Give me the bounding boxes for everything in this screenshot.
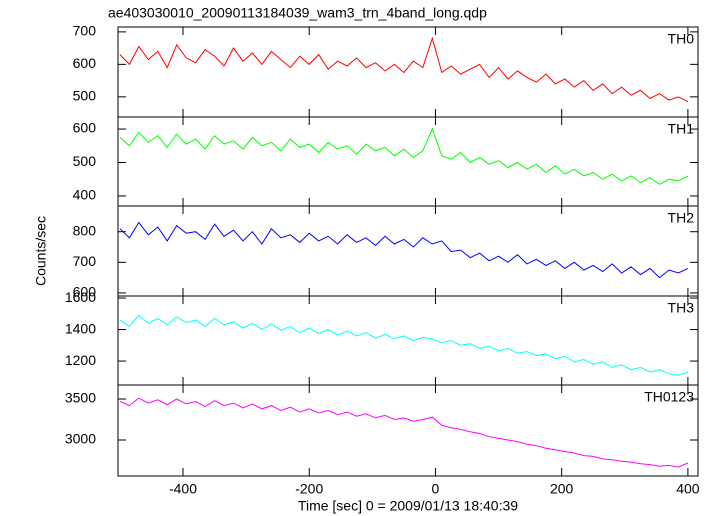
y-axis-label: Counts/sec: [33, 216, 49, 286]
y-tick-label: 800: [73, 222, 97, 238]
y-tick-label: 700: [73, 23, 97, 39]
y-tick-label: 600: [73, 55, 97, 71]
x-tick-label: -400: [169, 481, 197, 497]
y-tick-label: 3500: [65, 390, 96, 406]
light-curve: [119, 221, 689, 279]
light-curve: [119, 397, 689, 468]
panel-frame: [117, 26, 699, 118]
panel-frame: [117, 116, 699, 207]
panel-frame: [117, 384, 699, 477]
x-tick-label: -200: [295, 481, 323, 497]
y-tick-label: 600: [73, 284, 97, 300]
y-tick-label: 1200: [65, 352, 96, 368]
light-curve: [119, 36, 689, 103]
x-tick-label: 0: [432, 481, 440, 497]
y-tick-label: 600: [73, 120, 97, 136]
y-tick-label: 1600: [65, 289, 96, 305]
panel-frame: [117, 205, 699, 297]
panel-label: TH0: [668, 31, 695, 47]
y-tick-label: 500: [73, 88, 97, 104]
chart-title: ae403030010_20090113184039_wam3_trn_4ban…: [108, 5, 487, 21]
x-tick-label: 200: [550, 481, 574, 497]
light-curve: [119, 127, 689, 185]
panel-frame: [117, 295, 699, 386]
panel-label: TH2: [668, 210, 695, 226]
panel-label: TH0123: [644, 389, 694, 405]
light-curve: [119, 314, 689, 376]
y-tick-label: 3000: [65, 431, 96, 447]
y-tick-label: 1400: [65, 320, 96, 336]
y-tick-label: 500: [73, 153, 97, 169]
y-tick-label: 700: [73, 253, 97, 269]
y-tick-label: 400: [73, 187, 97, 203]
x-tick-label: 400: [676, 481, 700, 497]
panel-label: TH3: [668, 300, 695, 316]
x-axis-label: Time [sec] 0 = 2009/01/13 18:40:39: [298, 498, 518, 514]
